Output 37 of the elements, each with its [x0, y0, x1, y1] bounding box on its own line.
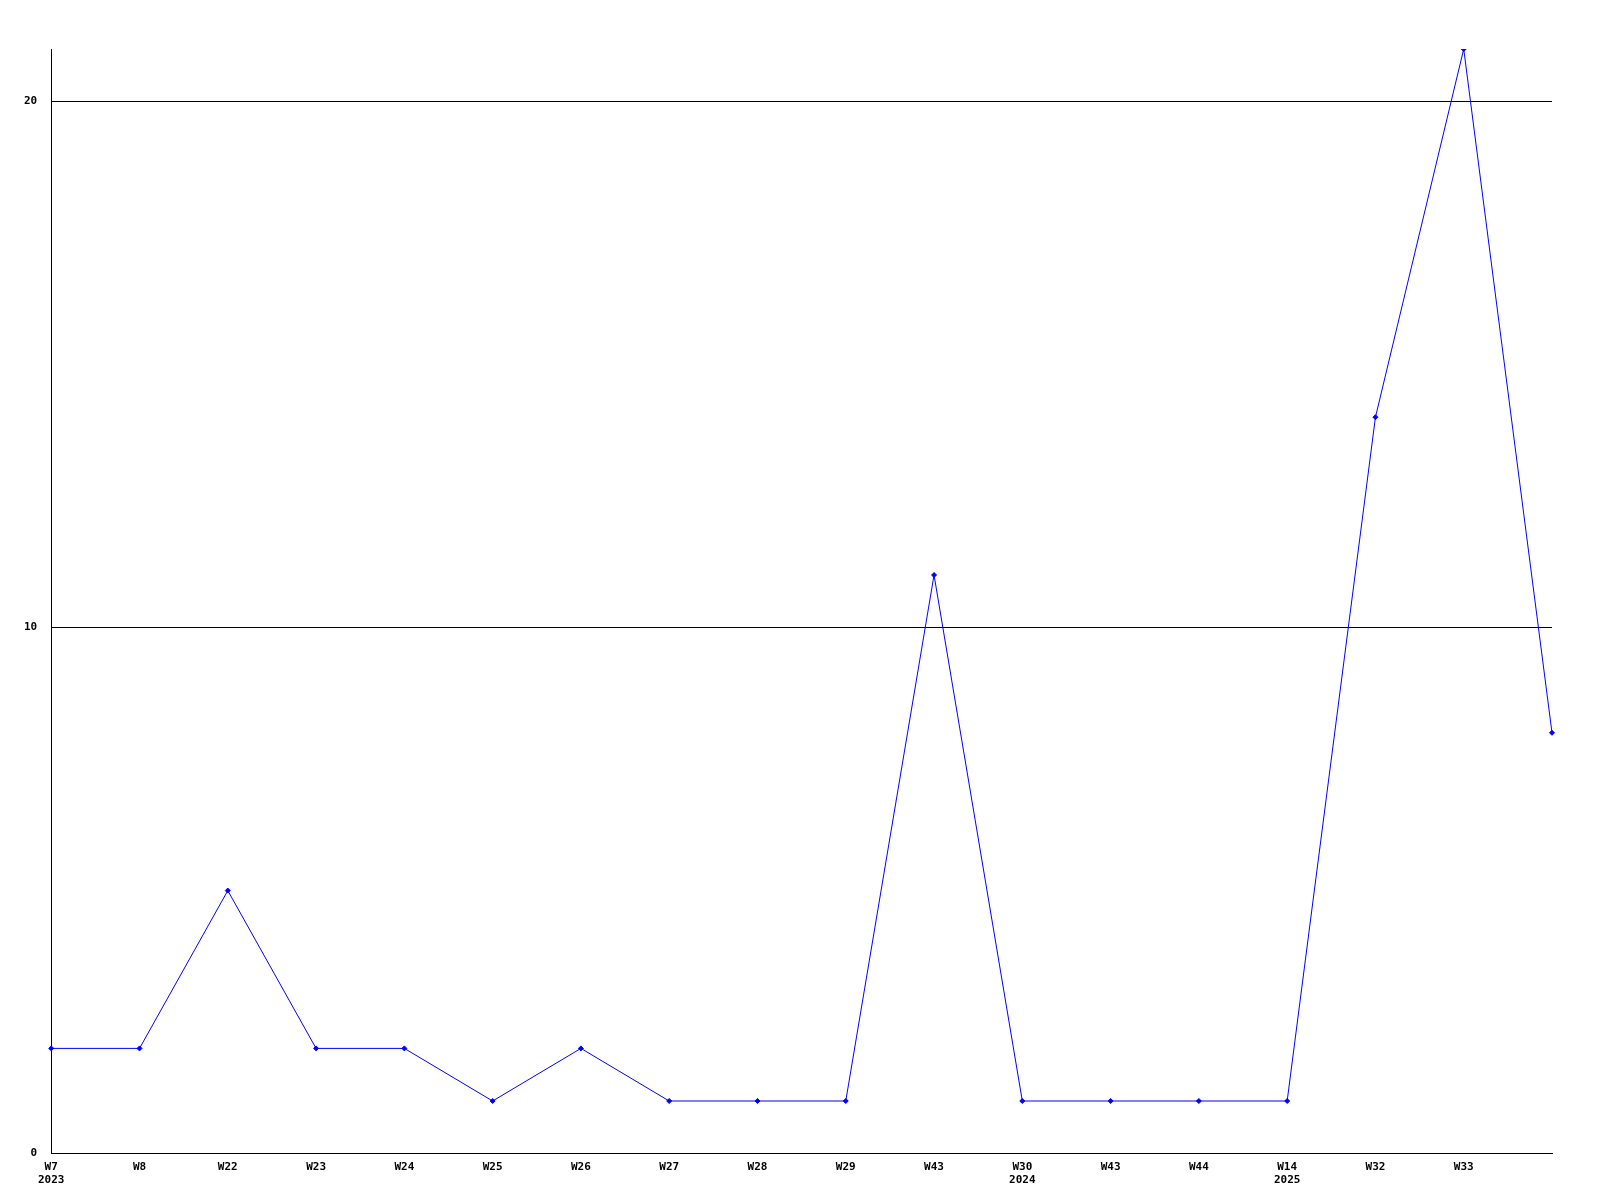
x-tick-label: W25: [482, 1160, 503, 1174]
point: [313, 1045, 320, 1052]
x-tick-label: W43: [924, 1160, 944, 1174]
x-tick-label: W28: [747, 1160, 768, 1174]
x-tick-label: W24: [394, 1160, 415, 1174]
x-tick-label: W33: [1453, 1160, 1474, 1174]
point: [842, 1098, 849, 1104]
y-tick-label: 10: [24, 620, 38, 634]
point: [489, 1098, 496, 1104]
x-tick-label: W29: [835, 1160, 856, 1174]
x-tick-label: W43: [1100, 1160, 1121, 1174]
x-tick-label: W26: [570, 1160, 592, 1174]
x-tick-label: W14 2025: [1273, 1160, 1301, 1187]
x-tick-label: W30 2024: [1009, 1160, 1036, 1187]
y-tick-label: 0: [30, 1146, 38, 1160]
x-tick-label: W32: [1365, 1160, 1386, 1174]
point: [48, 1045, 55, 1052]
y-tick-label: 20: [24, 94, 38, 108]
x-tick-label: W44: [1188, 1160, 1210, 1174]
point: [1549, 729, 1555, 736]
x-tick-label: W27: [659, 1160, 680, 1174]
point: [1372, 414, 1379, 421]
point: [224, 887, 231, 894]
point: [401, 1045, 408, 1052]
point: [754, 1098, 761, 1104]
x-tick-label: W22: [217, 1160, 238, 1174]
point: [666, 1098, 673, 1104]
x-tick-label: W8: [132, 1160, 147, 1174]
point: [1107, 1098, 1114, 1104]
x-tick-label: W7 2023: [38, 1160, 65, 1187]
point: [577, 1045, 584, 1052]
point: [1284, 1098, 1291, 1104]
point: [931, 572, 938, 578]
point: [1195, 1098, 1202, 1104]
x-tick-label: W23: [306, 1160, 327, 1174]
point: [1019, 1098, 1026, 1104]
point: [136, 1045, 143, 1052]
